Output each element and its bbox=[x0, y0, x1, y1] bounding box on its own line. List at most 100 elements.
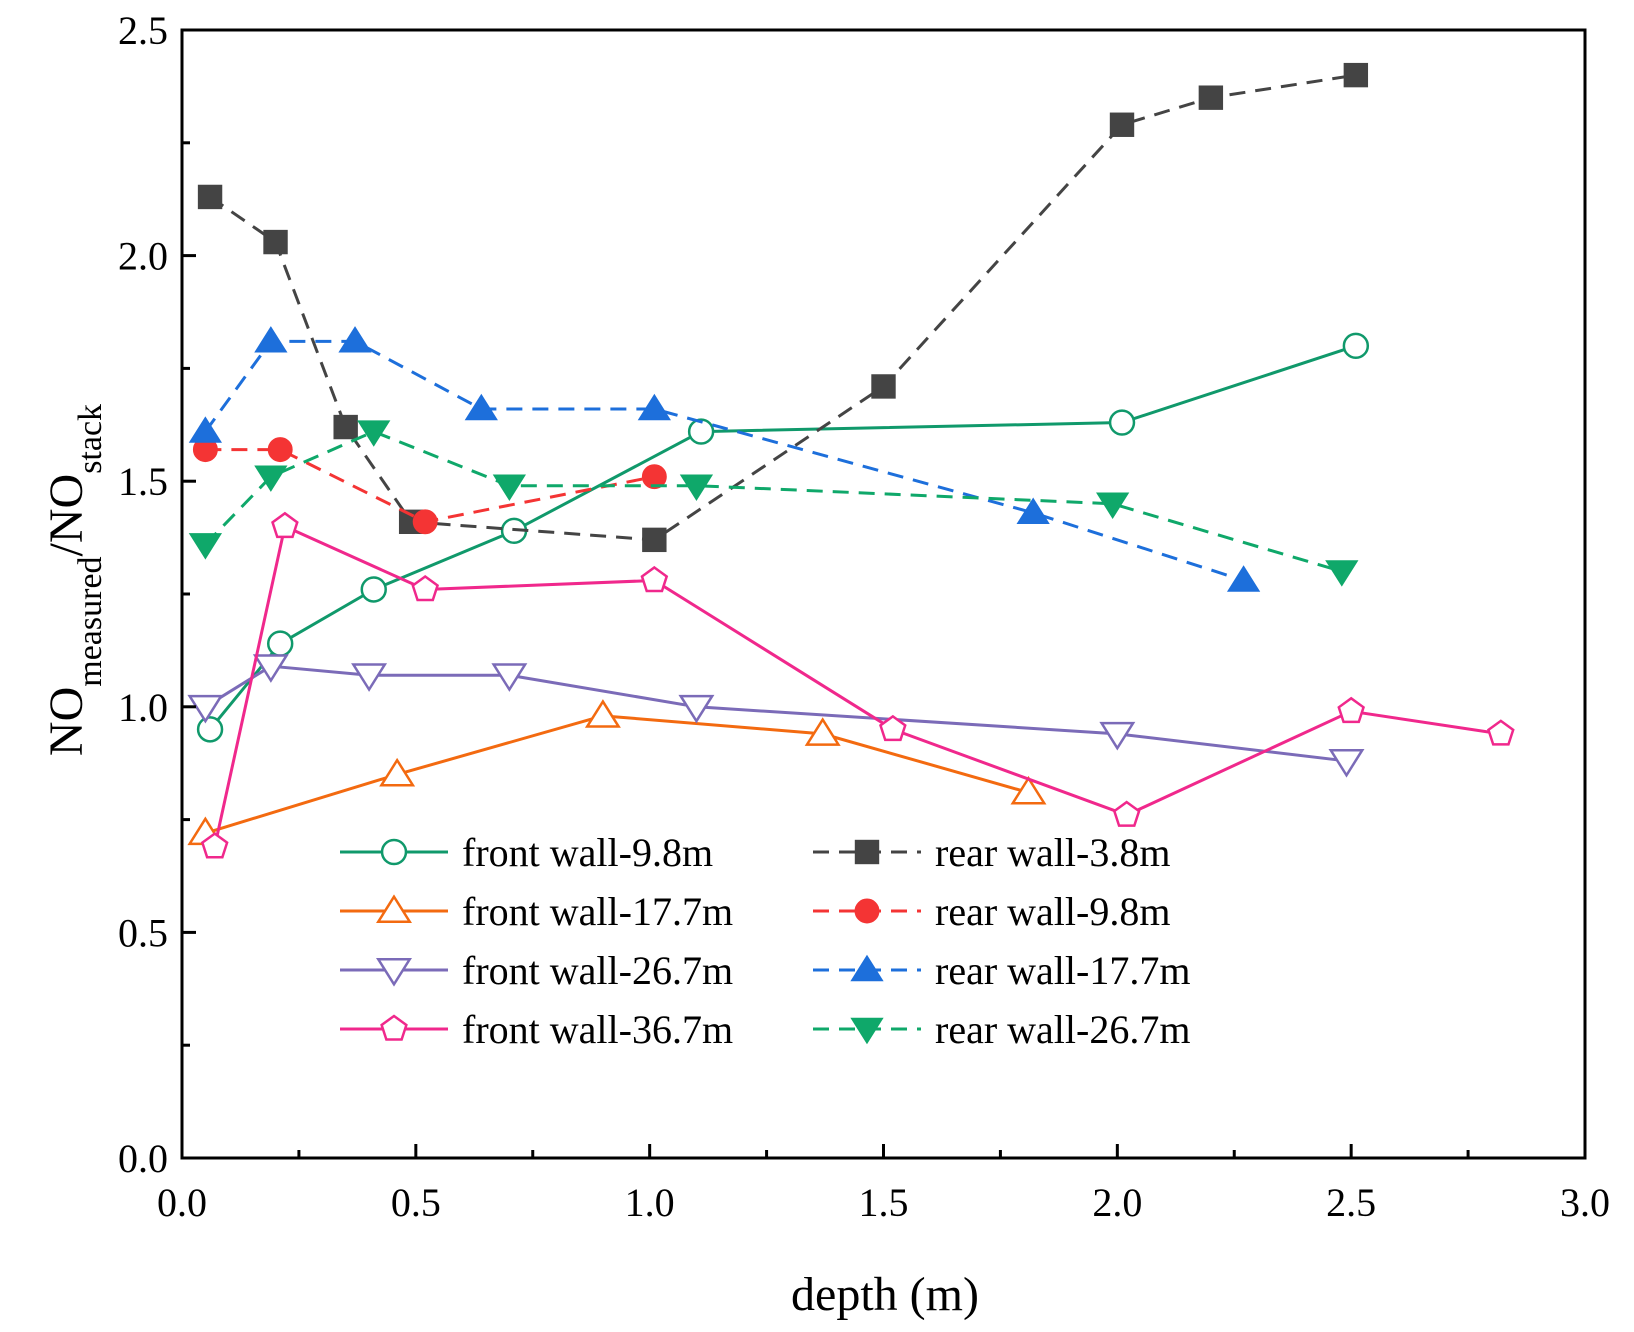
data-point bbox=[411, 574, 440, 602]
series-front-wall-26-7m bbox=[187, 654, 1365, 778]
series-line bbox=[213, 524, 1502, 847]
series-line bbox=[204, 339, 1245, 582]
legend-label: rear wall-3.8m bbox=[935, 830, 1170, 875]
data-point bbox=[1342, 332, 1370, 360]
y-axis-title-sub1: measured bbox=[72, 556, 109, 686]
data-point bbox=[492, 474, 527, 501]
data-point bbox=[360, 576, 387, 603]
y-tick-label: 1.5 bbox=[118, 459, 168, 504]
data-point bbox=[333, 414, 358, 440]
legend-item-rear-wall-26-7m: rear wall-26.7m bbox=[813, 1007, 1190, 1052]
data-point bbox=[188, 416, 223, 443]
data-point bbox=[491, 663, 528, 692]
legend-item-front-wall-36-7m: front wall-36.7m bbox=[340, 1007, 733, 1052]
y-axis-title-sub2: stack bbox=[72, 404, 109, 474]
legend-item-rear-wall-3-8m: rear wall-3.8m bbox=[813, 830, 1170, 875]
data-point bbox=[637, 393, 671, 421]
data-point bbox=[271, 511, 299, 539]
legend-item-front-wall-17-7m: front wall-17.7m bbox=[340, 889, 733, 934]
x-tick-label: 2.5 bbox=[1326, 1180, 1376, 1225]
data-point bbox=[1198, 85, 1224, 110]
x-tick-label: 2.0 bbox=[1092, 1180, 1142, 1225]
data-point bbox=[640, 565, 669, 593]
data-point bbox=[641, 464, 667, 490]
x-tick-label: 1.0 bbox=[625, 1180, 675, 1225]
data-point bbox=[1112, 800, 1141, 827]
x-axis-title: depth (m) bbox=[791, 1268, 979, 1321]
series-line bbox=[205, 448, 655, 524]
series-rear-wall-26-7m bbox=[188, 420, 1359, 587]
data-point bbox=[252, 654, 289, 683]
series-rear-wall-9-8m bbox=[192, 437, 667, 535]
y-axis-title-main: NO bbox=[40, 687, 93, 756]
y-tick-label: 0.5 bbox=[118, 910, 168, 955]
data-point bbox=[197, 184, 223, 210]
legend-label: rear wall-26.7m bbox=[935, 1007, 1190, 1052]
data-point bbox=[267, 630, 294, 657]
legend-label: front wall-17.7m bbox=[462, 889, 733, 934]
legend-label: front wall-9.8m bbox=[462, 830, 713, 875]
x-tick-label: 1.5 bbox=[859, 1180, 909, 1225]
data-point bbox=[338, 326, 372, 353]
legend-marker bbox=[850, 1017, 884, 1045]
legend: front wall-9.8m front wall-17.7m front wal… bbox=[340, 830, 1190, 1052]
data-point bbox=[1109, 112, 1135, 137]
data-point bbox=[678, 694, 715, 724]
data-point bbox=[1108, 409, 1136, 436]
legend-label: rear wall-9.8m bbox=[935, 889, 1170, 934]
data-point bbox=[1099, 721, 1136, 751]
x-tick-label: 0.0 bbox=[157, 1180, 207, 1225]
data-point bbox=[187, 694, 224, 724]
series-line bbox=[204, 664, 1347, 763]
plot-frame bbox=[180, 28, 1587, 1160]
data-point bbox=[267, 437, 293, 463]
data-point bbox=[1010, 775, 1047, 805]
data-point bbox=[254, 465, 288, 492]
y-axis-title-mid: /NO bbox=[40, 474, 93, 557]
data-point bbox=[1226, 565, 1261, 592]
legend-item-rear-wall-9-8m: rear wall-9.8m bbox=[813, 889, 1170, 934]
series-line bbox=[204, 430, 1343, 573]
series-front-wall-36-7m bbox=[200, 511, 1515, 859]
series-line bbox=[208, 344, 1357, 731]
series-line bbox=[209, 73, 1357, 542]
ticks-layer: 0.0 0.5 1.0 1.5 2.0 2.5 3.0 0.0 0.5 1.0 1.5 2.0 2.5 bbox=[118, 8, 1610, 1225]
legend-label: front wall-36.7m bbox=[462, 1007, 733, 1052]
data-point bbox=[804, 717, 841, 746]
legend-marker bbox=[854, 898, 880, 924]
legend-item-rear-wall-17-7m: rear wall-17.7m bbox=[813, 948, 1190, 993]
data-point bbox=[1096, 492, 1130, 519]
y-tick-label: 2.5 bbox=[118, 8, 168, 53]
y-tick-label: 0.0 bbox=[118, 1136, 168, 1181]
data-point bbox=[196, 716, 224, 743]
series-rear-wall-3-8m bbox=[197, 62, 1369, 553]
data-point bbox=[879, 714, 907, 742]
legend-marker bbox=[376, 894, 412, 923]
legend-marker bbox=[380, 838, 408, 866]
data-point bbox=[254, 326, 288, 353]
series-layer bbox=[187, 62, 1515, 859]
data-point bbox=[263, 229, 288, 255]
data-point bbox=[1337, 696, 1365, 724]
data-point bbox=[200, 832, 229, 859]
legend-label: rear wall-17.7m bbox=[935, 948, 1190, 993]
data-point bbox=[679, 474, 714, 501]
legend-item-front-wall-26-7m: front wall-26.7m bbox=[340, 948, 733, 993]
legend-marker bbox=[380, 1014, 408, 1041]
series-front-wall-17-7m bbox=[187, 699, 1047, 846]
data-point bbox=[379, 757, 416, 787]
y-tick-label: 2.0 bbox=[118, 234, 168, 279]
data-point bbox=[1328, 748, 1365, 778]
data-point bbox=[1343, 62, 1369, 88]
series-rear-wall-17-7m bbox=[188, 326, 1261, 592]
legend-marker bbox=[854, 839, 880, 865]
data-point bbox=[1325, 560, 1359, 587]
data-point bbox=[642, 527, 667, 553]
data-point bbox=[687, 418, 715, 445]
data-point bbox=[871, 374, 896, 399]
legend-label: front wall-26.7m bbox=[462, 948, 733, 993]
x-tick-label: 3.0 bbox=[1560, 1180, 1610, 1225]
legend-item-front-wall-9-8m: front wall-9.8m bbox=[340, 830, 713, 875]
